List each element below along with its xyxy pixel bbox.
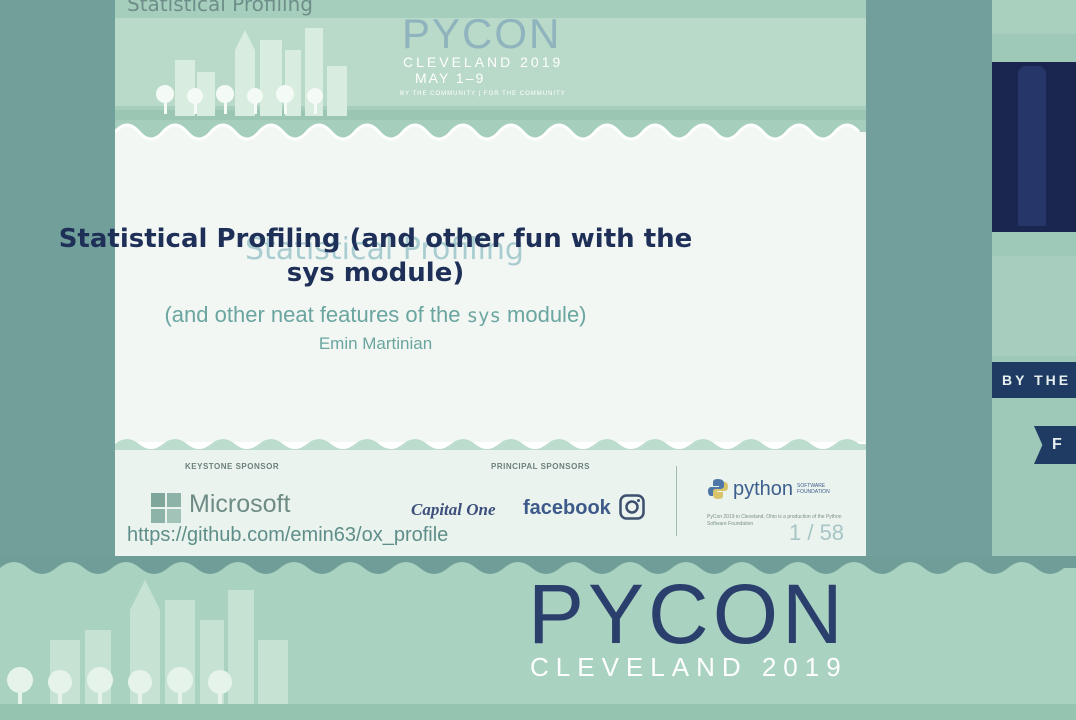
microsoft-logo-text: Microsoft [189,490,291,518]
python-sf-line1: SOFTWARE [797,483,826,489]
sponsor-footer [115,450,866,556]
right-video-panel: BY THE F [992,0,1076,556]
principal-sponsors-label: PRINCIPAL SPONSORS [491,462,590,471]
subtitle-text-after: module) [500,302,587,327]
slide-heading-line2: sys module) [286,258,465,288]
subtitle-text-before: (and other neat features of the [164,302,467,327]
footer-divider [676,466,677,536]
pycon-bottom-banner: PYCON CLEVELAND 2019 [0,556,1076,720]
python-credit-text: PyCon 2019 in Cleveland, Ohio is a produ… [707,514,842,527]
right-flag-letter: F [1052,436,1062,453]
skyline-small-icon [156,28,347,116]
pycon-logo-city: CLEVELAND 2019 [403,54,564,70]
right-figure-shape [1018,66,1046,226]
python-logo-subtext: SOFTWARE FOUNDATION [797,483,830,495]
pycon-logo-word: PYCON [402,10,562,57]
facebook-logo: facebook [523,497,611,519]
left-frame-strip [0,0,115,556]
python-logo-icon [708,479,728,499]
mid-frame-strip [866,0,992,556]
pycon-large-word: PYCON [528,567,847,661]
keystone-sponsor-label: KEYSTONE SPONSOR [185,462,280,471]
slide-author: Emin Martinian [318,334,433,353]
bottom-wave-divider [0,556,1076,574]
right-banner-text: BY THE [992,362,1076,398]
slide-subtitle: (and other neat features of the sys modu… [40,302,711,328]
python-logo-text: python [733,478,794,500]
capital-one-logo: Capital One [411,500,496,519]
pycon-large-city: CLEVELAND 2019 [530,652,848,682]
skyline-large-icon [7,580,288,720]
pycon-logo-dates: MAY 1–9 [415,70,486,86]
heading-ghost: Statistical Profiling [245,232,524,267]
microsoft-logo-icon [151,493,181,523]
subtitle-code: sys [466,305,501,327]
python-sf-line2: FOUNDATION [797,489,830,495]
wave-divider-top [115,123,866,146]
right-top-band [992,0,1076,34]
presentation-slide: Statistical Profiling PYCON CLEVELAND 20… [115,0,866,556]
bottom-stripe [0,704,1076,720]
slide-header-title: Statistical Profiling [127,0,313,16]
instagram-icon [619,494,645,520]
slide-body [115,142,866,442]
right-light-block [992,256,1076,356]
slide-header-underline [115,110,866,120]
slide-heading: Statistical Profiling (and other fun wit… [40,222,711,290]
github-url-link[interactable]: https://github.com/emin63/ox_profile [127,524,449,546]
slide-page-counter: 1 / 58 [789,520,845,545]
pycon-logo-motto: BY THE COMMUNITY | FOR THE COMMUNITY [400,91,566,97]
slide-heading-line1: Statistical Profiling (and other fun wit… [58,224,693,254]
